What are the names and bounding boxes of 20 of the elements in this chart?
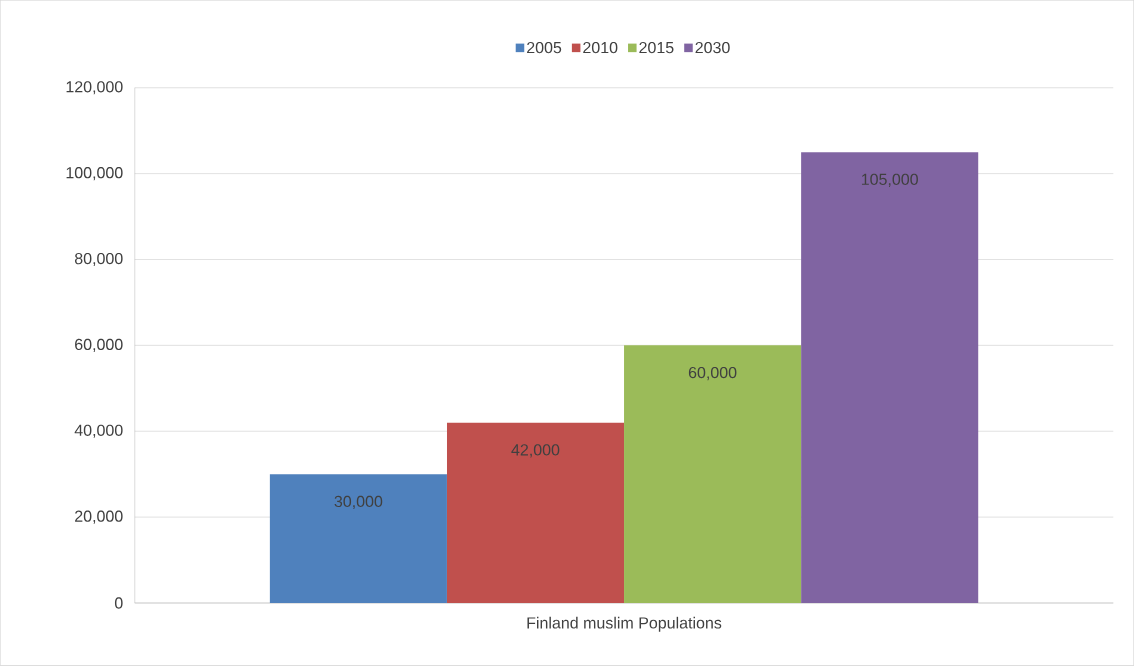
y-tick-label: 120,000: [66, 81, 123, 95]
y-tick-label: 40,000: [74, 424, 123, 438]
legend-label: 2015: [639, 42, 674, 54]
data-label: 42,000: [511, 444, 560, 458]
data-label: 60,000: [688, 367, 737, 381]
legend-label: 2010: [583, 42, 618, 54]
bar: [269, 474, 447, 604]
y-tick-label: 60,000: [75, 338, 123, 353]
bar: [801, 152, 979, 604]
y-tick-label: 20,000: [75, 510, 123, 524]
x-tick-label: Finland muslim Populations: [527, 616, 722, 632]
legend-label: 2030: [695, 42, 730, 54]
y-tick-label: 100,000: [66, 167, 123, 181]
data-label: 105,000: [861, 173, 918, 188]
y-tick-label: 0: [114, 597, 123, 609]
bar: [446, 422, 625, 604]
y-tick-label: 80,000: [74, 253, 123, 267]
legend-label: 2005: [527, 42, 562, 54]
data-label: 30,000: [334, 495, 383, 510]
bar: [624, 345, 802, 604]
